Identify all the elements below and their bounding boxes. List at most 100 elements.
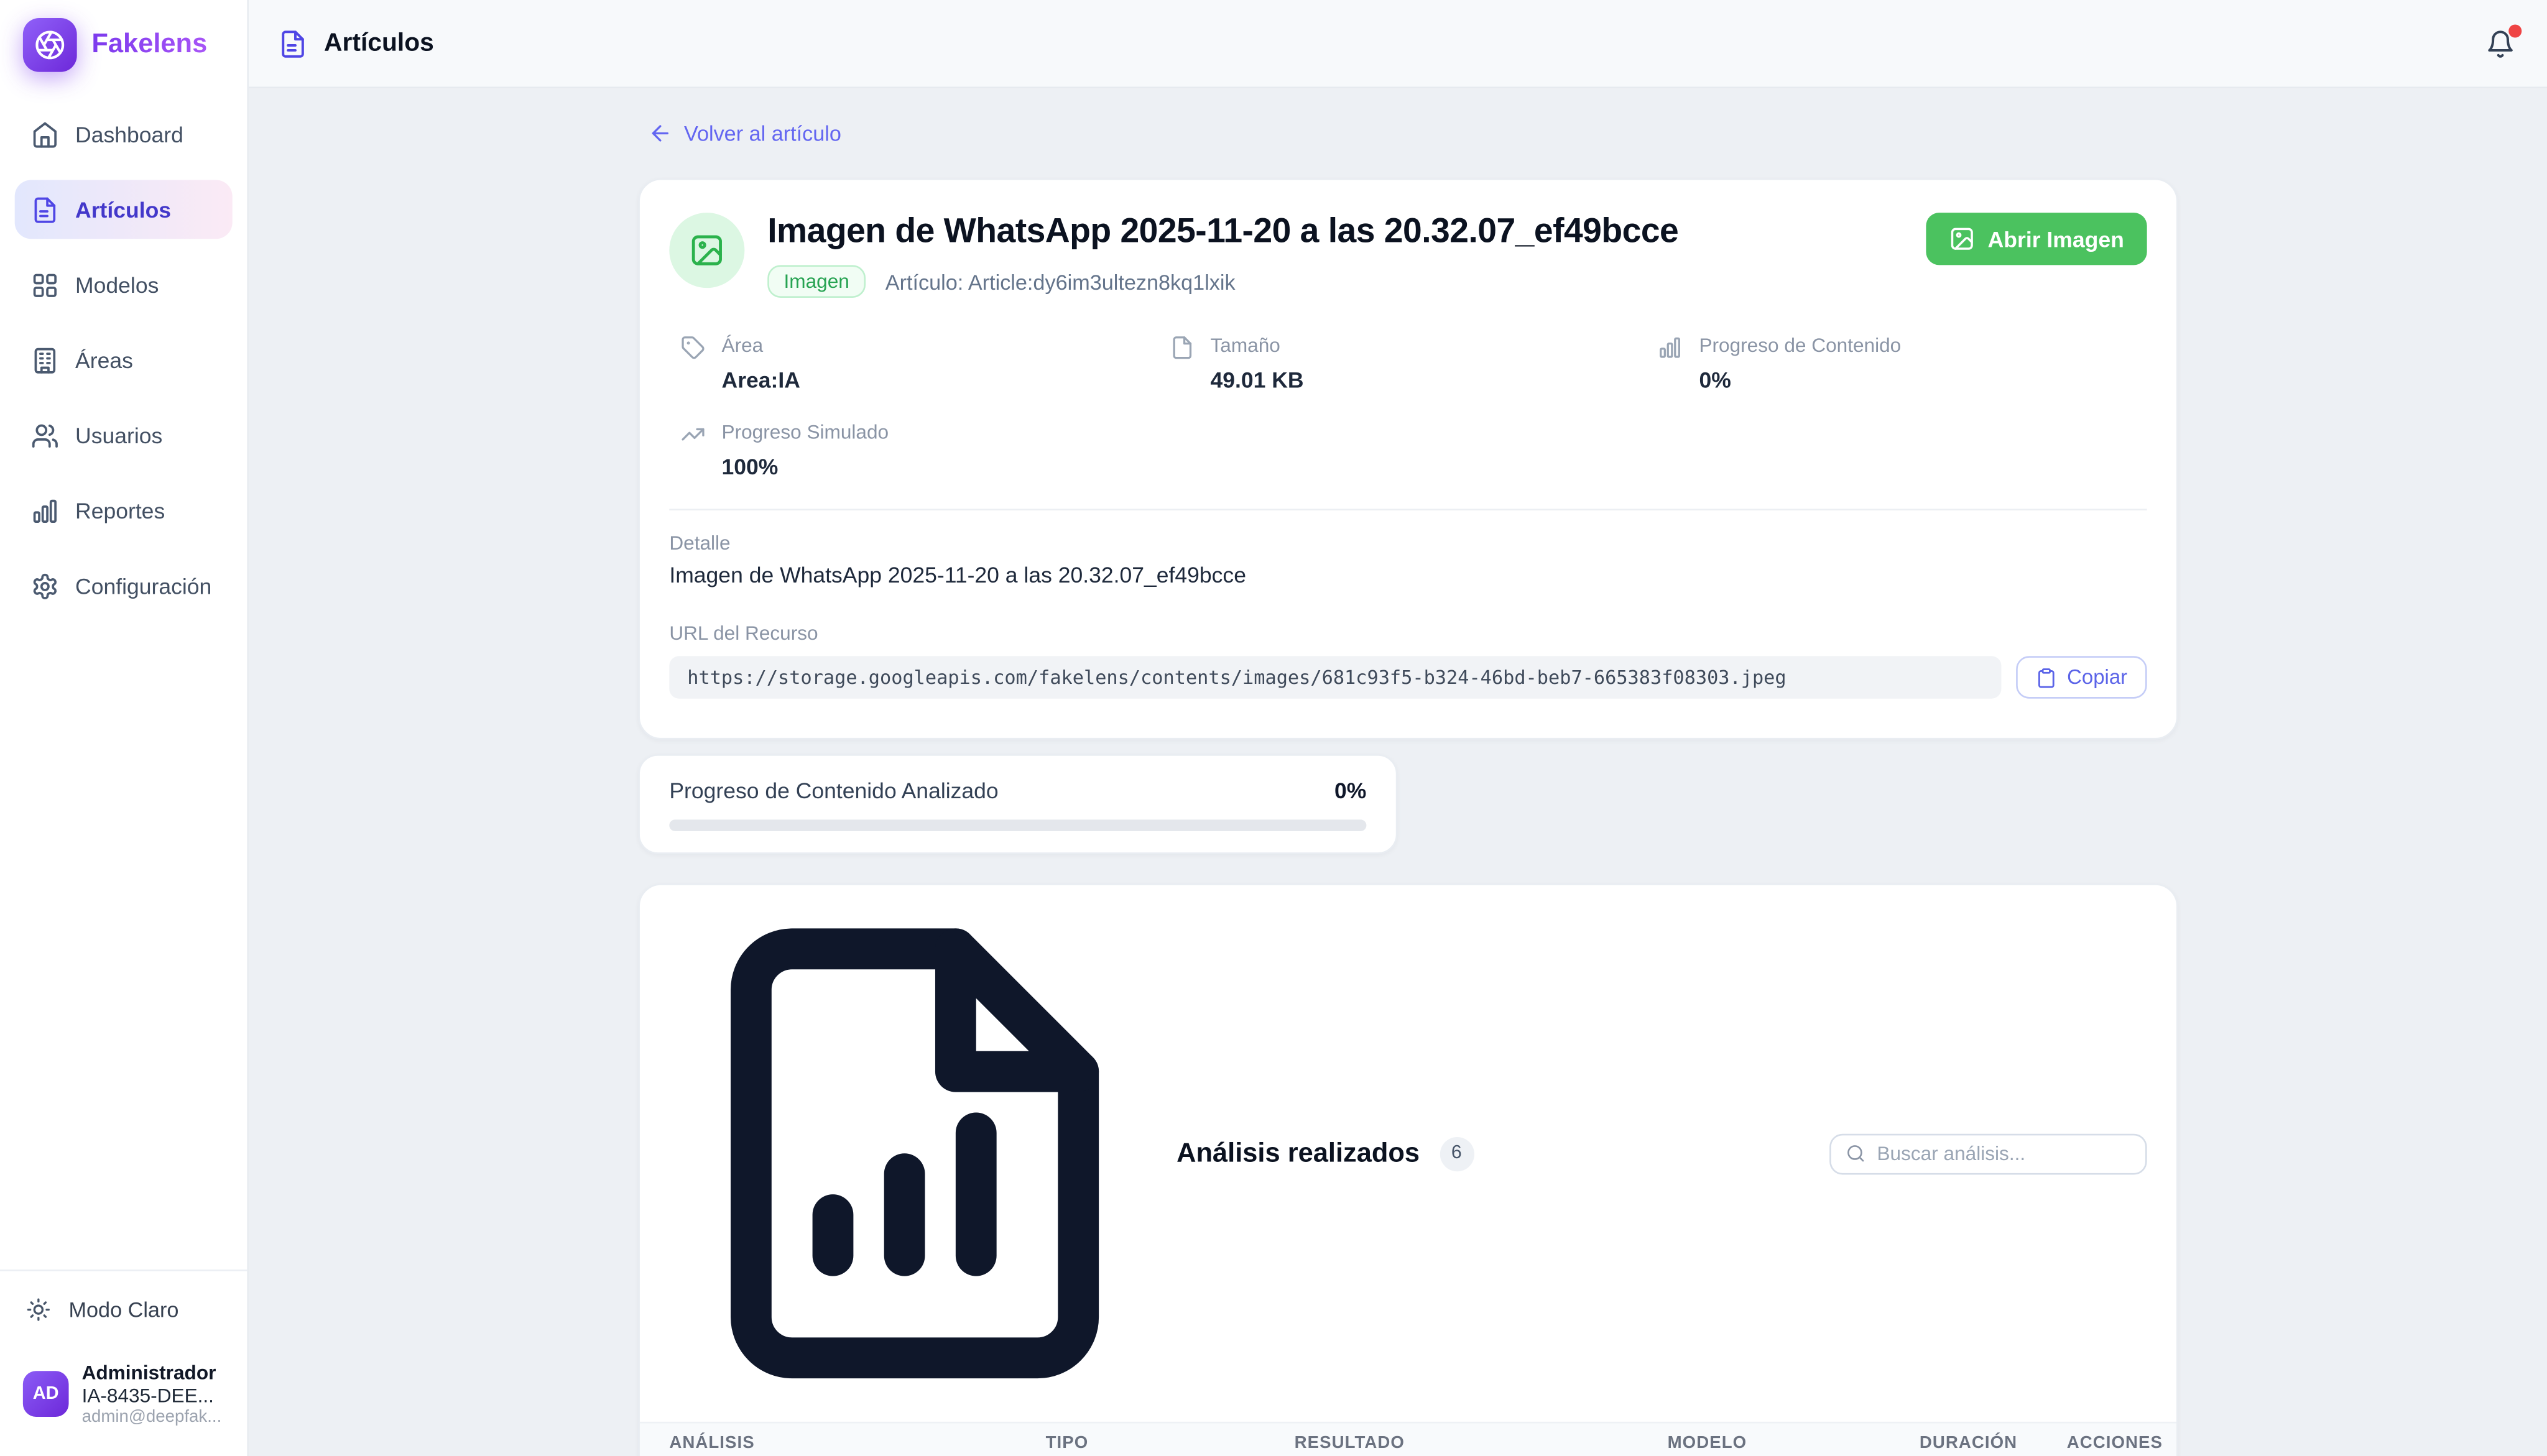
grid-icon bbox=[31, 271, 59, 299]
bell-icon bbox=[2485, 29, 2514, 58]
theme-toggle-label: Modo Claro bbox=[68, 1297, 179, 1322]
settings-icon bbox=[31, 572, 59, 600]
user-role: Administrador bbox=[81, 1361, 216, 1385]
users-icon bbox=[31, 422, 59, 449]
sidebar-item-areas[interactable]: Áreas bbox=[15, 331, 233, 390]
detail-block: Detalle Imagen de WhatsApp 2025-11-20 a … bbox=[669, 532, 2147, 587]
home-icon bbox=[31, 120, 59, 148]
article-header: Imagen de WhatsApp 2025-11-20 a las 20.3… bbox=[669, 213, 2147, 298]
sidebar-item-configuracion[interactable]: Configuración bbox=[15, 556, 233, 615]
analyses-count-badge: 6 bbox=[1439, 1136, 1474, 1171]
article-title: Imagen de WhatsApp 2025-11-20 a las 20.3… bbox=[767, 213, 1679, 251]
sidebar-spacer bbox=[0, 615, 247, 1269]
avatar: AD bbox=[22, 1371, 69, 1417]
back-link[interactable]: Volver al artículo bbox=[648, 121, 841, 145]
column-header-resultado: Resultado bbox=[1294, 1432, 1405, 1452]
sidebar-item-label: Áreas bbox=[75, 348, 133, 372]
detail-value: Imagen de WhatsApp 2025-11-20 a las 20.3… bbox=[669, 563, 1246, 587]
file-text-icon bbox=[278, 29, 307, 58]
divider bbox=[669, 509, 2147, 511]
meta-label: Progreso Simulado bbox=[721, 420, 889, 444]
url-row: https://storage.googleapis.com/fakelens/… bbox=[669, 656, 2147, 699]
column-header-analisis: Análisis bbox=[669, 1432, 755, 1452]
article-subrow: Imagen Artículo: Article:dy6im3ultezn8kq… bbox=[767, 265, 1903, 298]
sidebar-item-dashboard[interactable]: Dashboard bbox=[15, 104, 233, 164]
sidebar-item-label: Dashboard bbox=[75, 122, 183, 147]
sidebar-item-label: Reportes bbox=[75, 498, 165, 523]
article-ref: Artículo: Article:dy6im3ultezn8kq1lxik bbox=[885, 269, 1236, 294]
progress-head: Progreso de Contenido Analizado 0% bbox=[669, 779, 1366, 803]
user-email: admin@deepfak... bbox=[81, 1407, 222, 1427]
image-icon bbox=[1948, 226, 1974, 252]
search-box bbox=[1829, 1133, 2147, 1174]
user-name: IA-8435-DEE... bbox=[81, 1384, 214, 1408]
notification-dot bbox=[2507, 24, 2521, 37]
sidebar-item-modelos[interactable]: Modelos bbox=[15, 256, 233, 315]
copy-url-button[interactable]: Copiar bbox=[2016, 656, 2147, 699]
sidebar-item-reportes[interactable]: Reportes bbox=[15, 481, 233, 540]
article-meta-grid: Área Area:IA Tamaño 49.01 KB Progreso de Con… bbox=[681, 334, 2147, 479]
url-label: URL del Recurso bbox=[669, 622, 818, 645]
user-meta: Administrador IA-8435-DEE... admin@deepf… bbox=[82, 1362, 222, 1427]
meta-value: Area:IA bbox=[721, 368, 800, 393]
column-header-modelo: Modelo bbox=[1667, 1432, 1747, 1452]
analyses-title: Análisis realizados bbox=[1176, 1138, 1420, 1168]
sidebar-item-label: Modelos bbox=[75, 272, 159, 297]
analyses-header: Análisis realizados 6 bbox=[640, 885, 2176, 1422]
user-profile[interactable]: AD Administrador IA-8435-DEE... admin@de… bbox=[22, 1362, 224, 1427]
sidebar-item-label: Artículos bbox=[75, 197, 172, 222]
sidebar-item-usuarios[interactable]: Usuarios bbox=[15, 406, 233, 465]
open-image-label: Abrir Imagen bbox=[1987, 226, 2124, 251]
open-image-button[interactable]: Abrir Imagen bbox=[1925, 213, 2147, 265]
meta-value: 49.01 KB bbox=[1210, 368, 1304, 393]
article-card: Imagen de WhatsApp 2025-11-20 a las 20.3… bbox=[638, 178, 2178, 740]
back-link-label: Volver al artículo bbox=[684, 121, 841, 146]
analyses-card: Análisis realizados 6 Análisis Tipo Result… bbox=[638, 883, 2178, 1456]
content-container: Volver al artículo Imagen de WhatsApp 20… bbox=[638, 121, 2178, 1456]
search-input[interactable] bbox=[1877, 1141, 2131, 1165]
type-badge: Imagen bbox=[767, 265, 866, 298]
article-title-block: Imagen de WhatsApp 2025-11-20 a las 20.3… bbox=[767, 213, 1903, 298]
column-header-tipo: Tipo bbox=[1045, 1432, 1089, 1452]
brand-name: Fakelens bbox=[91, 29, 207, 60]
trending-up-icon bbox=[681, 422, 705, 446]
arrow-left-icon bbox=[648, 121, 672, 145]
meta-item: Progreso Simulado 100% bbox=[681, 420, 1170, 479]
image-type-icon bbox=[669, 213, 745, 288]
sidebar-menu: Dashboard Artículos Modelos Áreas Usuarios Re… bbox=[0, 104, 247, 615]
sidebar-item-label: Usuarios bbox=[75, 423, 163, 448]
progress-bar bbox=[669, 819, 1367, 831]
sidebar-item-label: Configuración bbox=[75, 573, 212, 598]
topbar: Artículos bbox=[249, 0, 2547, 89]
file-icon bbox=[1170, 335, 1194, 359]
aperture-logo-icon bbox=[22, 17, 77, 71]
tag-icon bbox=[681, 335, 705, 359]
sidebar-bottom: Modo Claro AD Administrador IA-8435-DEE.… bbox=[0, 1269, 247, 1456]
meta-label: Tamaño bbox=[1210, 333, 1280, 357]
sidebar-item-articulos[interactable]: Artículos bbox=[14, 180, 233, 239]
progress-label: Progreso de Contenido Analizado bbox=[669, 778, 999, 804]
bar-chart-icon bbox=[1658, 335, 1683, 359]
main-area: Artículos Volver al artículo bbox=[249, 0, 2547, 1456]
progress-value: 0% bbox=[1334, 778, 1367, 804]
analyses-title-wrap: Análisis realizados 6 bbox=[669, 908, 1474, 1399]
building-icon bbox=[31, 346, 59, 374]
file-text-icon bbox=[31, 195, 59, 223]
progress-card: Progreso de Contenido Analizado 0% bbox=[638, 754, 1398, 854]
meta-value: 100% bbox=[721, 454, 779, 480]
notifications-button[interactable] bbox=[2482, 24, 2521, 62]
meta-label: Progreso de Contenido bbox=[1699, 333, 1902, 357]
file-chart-icon bbox=[669, 908, 1160, 1399]
meta-value: 0% bbox=[1699, 368, 1731, 393]
brand-logo[interactable]: Fakelens bbox=[0, 0, 247, 88]
theme-toggle[interactable]: Modo Claro bbox=[23, 1294, 224, 1325]
meta-item: Área Area:IA bbox=[681, 334, 1170, 393]
page-title: Artículos bbox=[324, 29, 434, 57]
search-icon bbox=[1846, 1143, 1865, 1163]
resource-url: https://storage.googleapis.com/fakelens/… bbox=[669, 656, 2002, 699]
meta-item: Tamaño 49.01 KB bbox=[1170, 334, 1658, 393]
column-header-acciones: Acciones bbox=[2066, 1432, 2163, 1452]
sun-icon bbox=[26, 1297, 50, 1322]
url-block: URL del Recurso https://storage.googleap… bbox=[669, 622, 2147, 699]
